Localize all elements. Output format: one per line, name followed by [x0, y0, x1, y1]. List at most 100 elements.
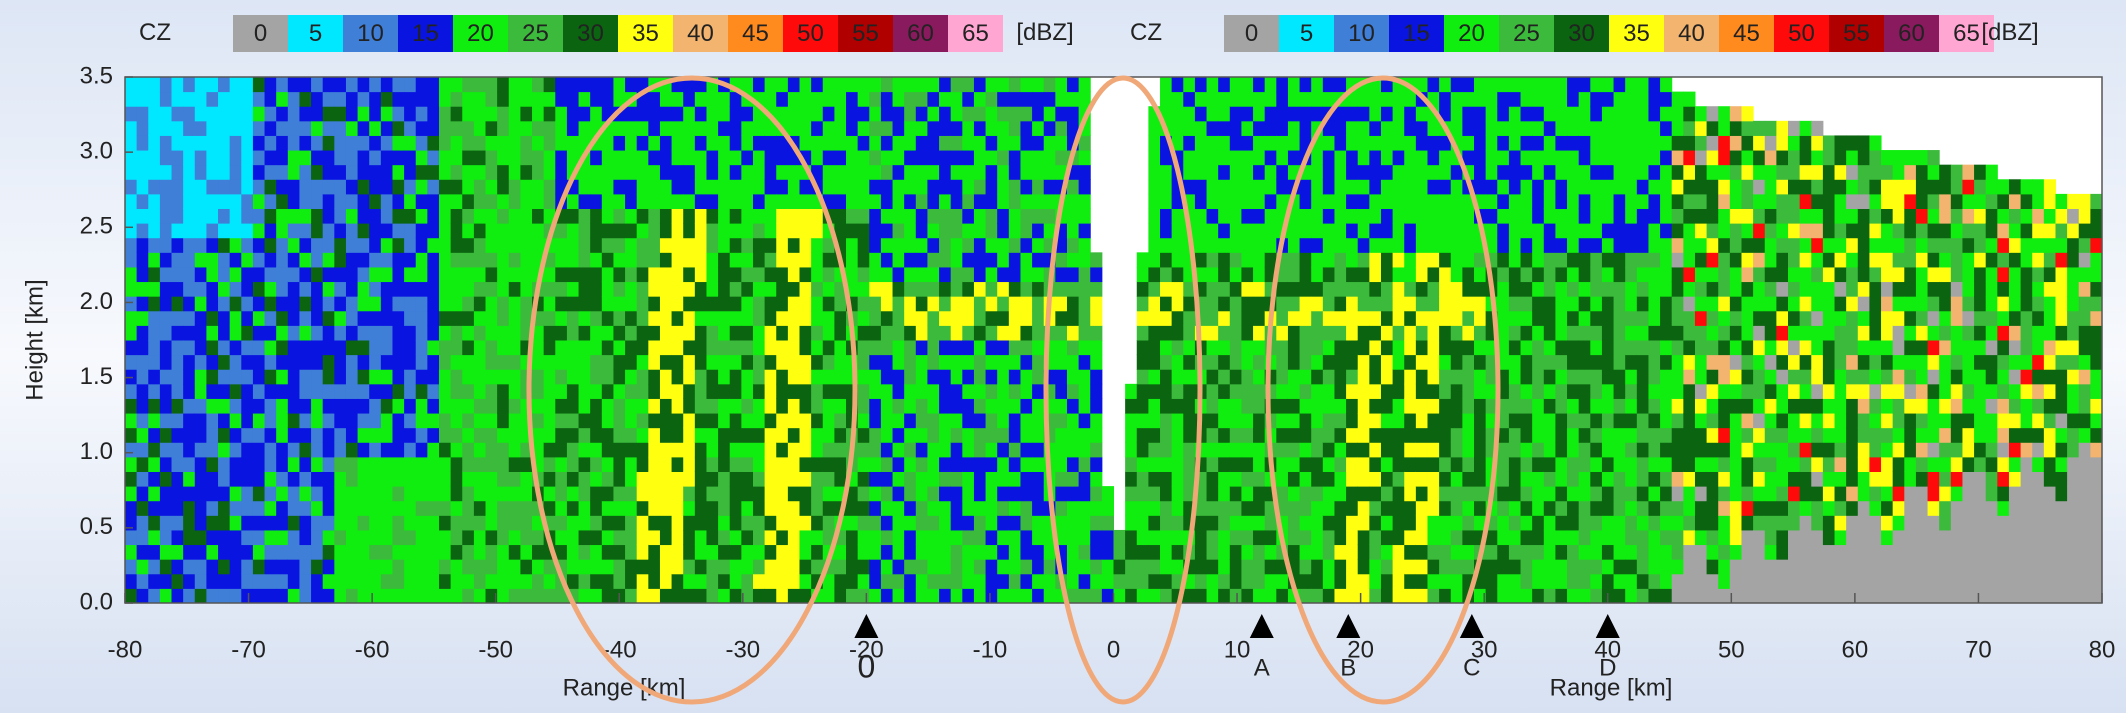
reflectivity-cell: [1427, 559, 1439, 574]
reflectivity-cell: [1230, 515, 1242, 530]
reflectivity-cell: [334, 355, 346, 370]
reflectivity-cell: [160, 121, 172, 136]
reflectivity-cell: [1369, 325, 1381, 340]
reflectivity-cell: [183, 384, 195, 399]
reflectivity-cell: [869, 282, 881, 297]
reflectivity-cell: [660, 486, 672, 501]
reflectivity-cell: [683, 501, 695, 516]
reflectivity-cell: [299, 384, 311, 399]
reflectivity-cell: [1451, 398, 1463, 413]
reflectivity-cell: [1648, 530, 1660, 545]
reflectivity-cell: [1718, 252, 1730, 267]
reflectivity-cell: [1486, 209, 1498, 224]
reflectivity-cell: [486, 150, 498, 165]
reflectivity-cell: [1427, 384, 1439, 399]
reflectivity-cell: [462, 501, 474, 516]
reflectivity-cell: [1125, 501, 1137, 516]
reflectivity-cell: [1369, 135, 1381, 150]
reflectivity-cell: [218, 588, 230, 603]
reflectivity-cell: [206, 355, 218, 370]
reflectivity-cell: [1358, 92, 1370, 107]
reflectivity-cell: [148, 296, 160, 311]
reflectivity-cell: [1637, 398, 1649, 413]
reflectivity-cell: [334, 588, 346, 603]
reflectivity-cell: [311, 355, 323, 370]
reflectivity-cell: [590, 238, 602, 253]
reflectivity-cell: [416, 486, 428, 501]
reflectivity-cell: [1207, 398, 1219, 413]
reflectivity-cell: [1427, 209, 1439, 224]
reflectivity-cell: [532, 545, 544, 560]
reflectivity-cell: [1207, 194, 1219, 209]
reflectivity-cell: [590, 179, 602, 194]
reflectivity-cell: [904, 311, 916, 326]
reflectivity-cell: [392, 238, 404, 253]
reflectivity-cell: [1009, 545, 1021, 560]
reflectivity-cell: [1009, 179, 1021, 194]
reflectivity-cell: [986, 472, 998, 487]
reflectivity-cell: [1544, 457, 1556, 472]
reflectivity-cell: [1195, 121, 1207, 136]
reflectivity-cell: [730, 369, 742, 384]
reflectivity-cell: [334, 165, 346, 180]
reflectivity-cell: [311, 194, 323, 209]
reflectivity-cell: [265, 486, 277, 501]
reflectivity-cell: [997, 559, 1009, 574]
reflectivity-cell: [1416, 501, 1428, 516]
reflectivity-cell: [334, 135, 346, 150]
reflectivity-cell: [276, 588, 288, 603]
reflectivity-cell: [1311, 369, 1323, 384]
reflectivity-cell: [1160, 325, 1172, 340]
reflectivity-cell: [765, 588, 777, 603]
reflectivity-cell: [695, 428, 707, 443]
reflectivity-cell: [1020, 296, 1032, 311]
reflectivity-cell: [1730, 121, 1742, 136]
reflectivity-cell: [800, 369, 812, 384]
reflectivity-cell: [1567, 179, 1579, 194]
reflectivity-cell: [788, 165, 800, 180]
reflectivity-cell: [299, 296, 311, 311]
reflectivity-cell: [1265, 194, 1277, 209]
reflectivity-cell: [939, 442, 951, 457]
reflectivity-cell: [823, 472, 835, 487]
reflectivity-cell: [1288, 121, 1300, 136]
reflectivity-cell: [486, 92, 498, 107]
reflectivity-cell: [893, 238, 905, 253]
reflectivity-cell: [1474, 121, 1486, 136]
reflectivity-cell: [276, 282, 288, 297]
reflectivity-cell: [648, 150, 660, 165]
reflectivity-cell: [1741, 282, 1753, 297]
reflectivity-cell: [637, 209, 649, 224]
reflectivity-cell: [1125, 428, 1137, 443]
reflectivity-cell: [602, 179, 614, 194]
reflectivity-cell: [520, 135, 532, 150]
reflectivity-cell: [311, 384, 323, 399]
reflectivity-cell: [927, 121, 939, 136]
reflectivity-cell: [1230, 559, 1242, 574]
reflectivity-cell: [439, 588, 451, 603]
reflectivity-cell: [206, 106, 218, 121]
reflectivity-cell: [288, 501, 300, 516]
reflectivity-cell: [1579, 194, 1591, 209]
reflectivity-cell: [218, 398, 230, 413]
reflectivity-cell: [1462, 325, 1474, 340]
reflectivity-cell: [1218, 559, 1230, 574]
reflectivity-cell: [1672, 545, 1684, 560]
reflectivity-cell: [1230, 501, 1242, 516]
reflectivity-cell: [1334, 325, 1346, 340]
reflectivity-cell: [1730, 457, 1742, 472]
reflectivity-cell: [334, 486, 346, 501]
reflectivity-cell: [1300, 340, 1312, 355]
reflectivity-cell: [1009, 325, 1021, 340]
reflectivity-cell: [1625, 588, 1637, 603]
reflectivity-cell: [1055, 135, 1067, 150]
reflectivity-cell: [183, 311, 195, 326]
reflectivity-cell: [904, 150, 916, 165]
reflectivity-cell: [1369, 486, 1381, 501]
reflectivity-cell: [1555, 135, 1567, 150]
reflectivity-cell: [451, 574, 463, 589]
reflectivity-cell: [800, 486, 812, 501]
reflectivity-cell: [404, 325, 416, 340]
reflectivity-cell: [1579, 311, 1591, 326]
reflectivity-cell: [1730, 165, 1742, 180]
